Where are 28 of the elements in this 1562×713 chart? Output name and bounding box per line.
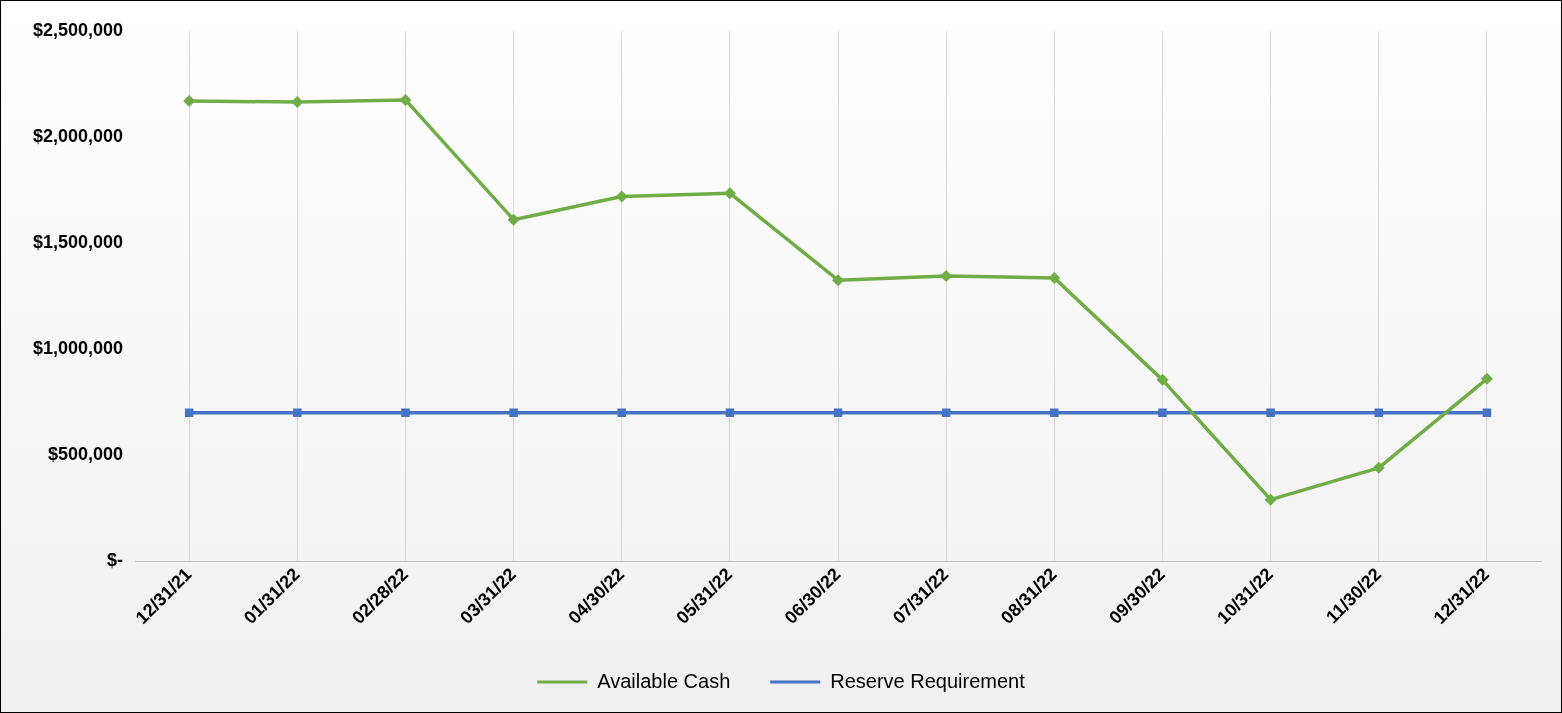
point — [1482, 408, 1492, 417]
point — [833, 408, 843, 417]
point — [184, 408, 194, 417]
point — [1374, 408, 1384, 417]
y-tick-label: $2,500,000 — [32, 19, 124, 40]
point — [293, 408, 302, 417]
point — [1158, 408, 1167, 417]
point — [1050, 408, 1059, 417]
point — [509, 408, 518, 417]
y-tick-label: $500,000 — [48, 444, 124, 465]
point — [1156, 373, 1169, 386]
legend-label: Reserve Requirement — [830, 669, 1026, 692]
point — [1048, 272, 1061, 285]
y-tick-label: $1,000,000 — [32, 338, 124, 359]
y-tick-label: $- — [107, 550, 124, 571]
point — [1264, 493, 1277, 506]
point — [401, 408, 410, 417]
point — [617, 408, 626, 417]
point — [1480, 372, 1493, 385]
point — [725, 408, 735, 417]
point — [507, 213, 520, 226]
point — [1266, 408, 1275, 417]
y-tick-label: $1,500,000 — [32, 232, 124, 253]
y-tick-label: $2,000,000 — [32, 126, 124, 147]
point — [941, 408, 951, 417]
legend-label: Available Cash — [597, 669, 731, 692]
point — [1372, 461, 1385, 474]
point — [399, 93, 412, 106]
